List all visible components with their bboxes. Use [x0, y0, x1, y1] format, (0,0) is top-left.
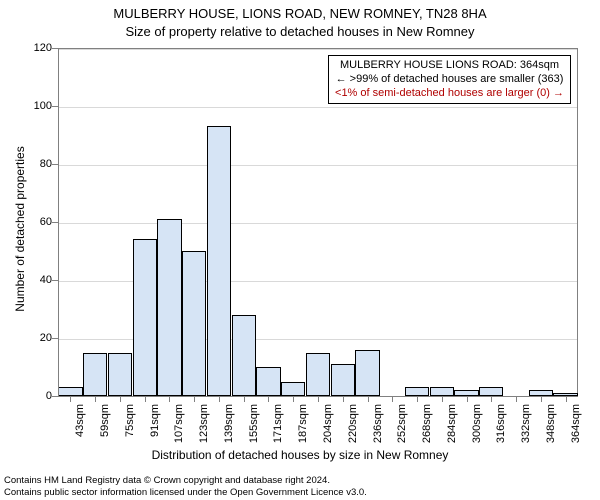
y-tick-label: 20 [12, 332, 52, 344]
x-tick [268, 396, 269, 402]
x-tick [566, 396, 567, 402]
bar [430, 387, 454, 396]
x-tick-label: 316sqm [495, 404, 507, 454]
footer-text: Contains HM Land Registry data © Crown c… [4, 475, 367, 498]
x-tick [95, 396, 96, 402]
x-tick-label: 220sqm [347, 404, 359, 454]
x-tick [169, 396, 170, 402]
x-tick-label: 123sqm [198, 404, 210, 454]
plot-area: MULBERRY HOUSE LIONS ROAD: 364sqm ← >99%… [58, 48, 578, 396]
x-tick [541, 396, 542, 402]
x-tick-label: 268sqm [421, 404, 433, 454]
bar [331, 364, 355, 396]
bar [182, 251, 206, 396]
x-tick-label: 187sqm [297, 404, 309, 454]
annotation-line-2: ← >99% of detached houses are smaller (3… [335, 73, 564, 87]
x-tick [194, 396, 195, 402]
x-tick-label: 236sqm [372, 404, 384, 454]
y-tick-label: 60 [12, 216, 52, 228]
x-tick-label: 155sqm [248, 404, 260, 454]
x-tick [368, 396, 369, 402]
bar [232, 315, 256, 396]
bar [108, 353, 132, 397]
x-tick-label: 284sqm [446, 404, 458, 454]
bar [479, 387, 503, 396]
y-tick [52, 338, 58, 339]
bar [405, 387, 429, 396]
y-tick [52, 280, 58, 281]
x-tick [417, 396, 418, 402]
y-axis-line [58, 48, 59, 396]
y-tick-label: 100 [12, 100, 52, 112]
chart-subtitle: Size of property relative to detached ho… [0, 24, 600, 39]
annotation-line-3: <1% of semi-detached houses are larger (… [335, 87, 564, 101]
bar [281, 382, 305, 397]
bar [207, 126, 231, 396]
x-tick [491, 396, 492, 402]
x-tick [318, 396, 319, 402]
x-tick [516, 396, 517, 402]
x-tick-label: 252sqm [396, 404, 408, 454]
y-tick-label: 0 [12, 390, 52, 402]
y-tick-label: 120 [12, 42, 52, 54]
x-tick [442, 396, 443, 402]
x-tick-label: 91sqm [149, 404, 161, 454]
x-tick [219, 396, 220, 402]
x-tick-label: 107sqm [173, 404, 185, 454]
bar [83, 353, 107, 397]
x-tick-label: 59sqm [99, 404, 111, 454]
chart-container: { "chart": { "type": "histogram", "title… [0, 0, 600, 500]
x-tick-label: 300sqm [471, 404, 483, 454]
x-tick-label: 43sqm [74, 404, 86, 454]
y-tick-label: 40 [12, 274, 52, 286]
x-tick [145, 396, 146, 402]
y-tick [52, 396, 58, 397]
y-tick [52, 222, 58, 223]
x-tick-label: 171sqm [272, 404, 284, 454]
x-tick [244, 396, 245, 402]
x-tick [392, 396, 393, 402]
bar [157, 219, 181, 396]
bar [306, 353, 330, 397]
x-tick-label: 364sqm [570, 404, 582, 454]
footer-line-1: Contains HM Land Registry data © Crown c… [4, 475, 367, 486]
y-tick [52, 164, 58, 165]
annotation-line-1: MULBERRY HOUSE LIONS ROAD: 364sqm [335, 59, 564, 73]
footer-line-2: Contains public sector information licen… [4, 487, 367, 498]
y-tick [52, 106, 58, 107]
x-tick-label: 332sqm [520, 404, 532, 454]
bar [58, 387, 82, 396]
x-tick-label: 139sqm [223, 404, 235, 454]
x-tick [467, 396, 468, 402]
x-tick [343, 396, 344, 402]
x-tick-label: 348sqm [545, 404, 557, 454]
chart-title: MULBERRY HOUSE, LIONS ROAD, NEW ROMNEY, … [0, 6, 600, 21]
y-axis-label: Number of detached properties [13, 99, 27, 359]
y-tick [52, 48, 58, 49]
x-tick [293, 396, 294, 402]
bar [256, 367, 280, 396]
x-tick-label: 75sqm [124, 404, 136, 454]
bar [133, 239, 157, 396]
annotation-box: MULBERRY HOUSE LIONS ROAD: 364sqm ← >99%… [328, 55, 571, 104]
bar [355, 350, 379, 396]
x-tick [70, 396, 71, 402]
x-tick [120, 396, 121, 402]
x-tick-label: 204sqm [322, 404, 334, 454]
y-tick-label: 80 [12, 158, 52, 170]
